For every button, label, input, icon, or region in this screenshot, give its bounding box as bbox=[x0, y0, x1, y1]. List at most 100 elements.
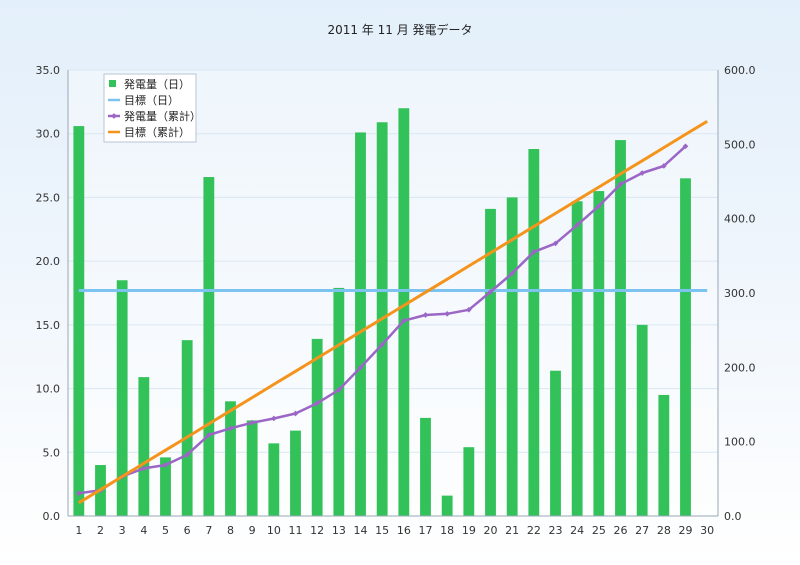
legend-swatch bbox=[109, 80, 116, 87]
line-point bbox=[466, 306, 472, 313]
y-left-tick-label: 35.0 bbox=[36, 64, 61, 77]
x-tick-label: 17 bbox=[419, 524, 433, 537]
bar-day-27 bbox=[636, 324, 648, 516]
line-point bbox=[531, 249, 537, 255]
x-tick-label: 14 bbox=[354, 524, 368, 537]
x-tick-label: 7 bbox=[205, 524, 212, 537]
legend: 発電量（日） 目標（日） 発電量（累計） 目標（累計） bbox=[103, 73, 201, 143]
bar-day-17 bbox=[420, 417, 431, 516]
bar-day-8 bbox=[225, 401, 236, 516]
bar-day-24 bbox=[571, 201, 583, 516]
bar-day-12 bbox=[311, 338, 323, 516]
x-tick-label: 9 bbox=[249, 524, 256, 537]
y-right-tick-label: 100.0 bbox=[724, 436, 756, 449]
y-left-tick-label: 25.0 bbox=[36, 191, 61, 204]
y-left-tick-label: 15.0 bbox=[36, 319, 61, 332]
y-right-tick-label: 200.0 bbox=[724, 361, 756, 374]
line-point bbox=[661, 163, 667, 169]
x-tick-label: 28 bbox=[657, 524, 671, 537]
bar-day-4 bbox=[138, 377, 150, 516]
line-point bbox=[682, 143, 689, 150]
line-point bbox=[76, 490, 82, 497]
line-point bbox=[639, 170, 645, 176]
bar-day-28 bbox=[658, 394, 670, 516]
x-tick-label: 26 bbox=[614, 524, 628, 537]
bar-day-18 bbox=[441, 495, 453, 516]
bar-day-20 bbox=[485, 208, 496, 516]
bar-day-3 bbox=[116, 280, 128, 516]
line-point bbox=[292, 410, 299, 417]
line-point bbox=[401, 317, 407, 324]
bar-day-1 bbox=[73, 126, 85, 516]
line-point bbox=[141, 465, 147, 472]
bar-day-21 bbox=[506, 197, 518, 516]
x-tick-label: 3 bbox=[119, 524, 126, 537]
line-point bbox=[227, 425, 234, 432]
x-tick-label: 13 bbox=[332, 524, 346, 537]
legend-label: 発電量（累計） bbox=[124, 109, 201, 123]
bar-series bbox=[73, 108, 691, 517]
x-tick-label: 18 bbox=[440, 524, 454, 537]
x-tick-label: 27 bbox=[635, 524, 649, 537]
y-right-tick-label: 500.0 bbox=[724, 138, 756, 151]
line-point bbox=[271, 415, 277, 422]
x-tick-label: 29 bbox=[679, 524, 693, 537]
y-right-tick-label: 0.0 bbox=[724, 510, 742, 523]
x-tick-label: 12 bbox=[310, 524, 324, 537]
bar-day-7 bbox=[203, 177, 215, 517]
bar-day-6 bbox=[181, 340, 193, 516]
line-point bbox=[444, 310, 450, 317]
bar-day-29 bbox=[680, 178, 691, 517]
bar-day-10 bbox=[268, 443, 280, 516]
x-tick-label: 11 bbox=[289, 524, 303, 537]
x-tick-label: 10 bbox=[267, 524, 281, 537]
x-tick-label: 20 bbox=[484, 524, 498, 537]
x-tick-label: 23 bbox=[549, 524, 563, 537]
legend-label: 目標（累計） bbox=[124, 125, 190, 139]
x-tick-label: 15 bbox=[375, 524, 389, 537]
bar-day-11 bbox=[290, 430, 301, 516]
bar-day-9 bbox=[246, 420, 258, 516]
line-point bbox=[162, 462, 169, 468]
bar-day-22 bbox=[528, 149, 540, 516]
y-left-tick-label: 20.0 bbox=[36, 255, 61, 268]
line-point bbox=[596, 203, 602, 209]
line-point bbox=[487, 289, 494, 295]
line-point bbox=[617, 181, 624, 188]
legend-label: 発電量（日） bbox=[124, 77, 190, 91]
axes: 0.0 5.0 10.0 15.0 20.0 25.0 30.0 35.0 0.0 100.0 20… bbox=[36, 64, 756, 537]
x-tick-label: 30 bbox=[700, 524, 714, 537]
line-point bbox=[249, 419, 255, 426]
y-left-tick-label: 10.0 bbox=[36, 383, 61, 396]
x-tick-label: 6 bbox=[184, 524, 191, 537]
y-right-tick-label: 300.0 bbox=[724, 287, 756, 300]
bar-day-23 bbox=[550, 370, 561, 516]
y-left-tick-label: 30.0 bbox=[36, 128, 61, 141]
line-point bbox=[379, 341, 385, 348]
legend-marker bbox=[111, 113, 117, 119]
legend-label: 目標（日） bbox=[124, 93, 179, 107]
plot-background bbox=[68, 70, 718, 516]
bar-day-13 bbox=[333, 287, 345, 516]
x-tick-label: 1 bbox=[75, 524, 82, 537]
legend-box bbox=[103, 73, 197, 143]
x-tick-label: 4 bbox=[140, 524, 147, 537]
line-point bbox=[184, 451, 190, 458]
line-point bbox=[357, 364, 364, 371]
bar-day-25 bbox=[593, 191, 605, 517]
line-point bbox=[574, 222, 580, 228]
x-tick-label: 21 bbox=[505, 524, 519, 537]
line-point bbox=[422, 312, 429, 318]
x-tick-label: 2 bbox=[97, 524, 104, 537]
bar-day-19 bbox=[463, 447, 475, 516]
line-series bbox=[76, 120, 708, 505]
bar-day-16 bbox=[398, 108, 410, 516]
y-left-tick-label: 5.0 bbox=[43, 446, 61, 459]
x-tick-label: 8 bbox=[227, 524, 234, 537]
x-tick-label: 22 bbox=[527, 524, 541, 537]
line-point bbox=[509, 270, 515, 277]
line-point bbox=[552, 240, 559, 247]
line-series-3 bbox=[78, 120, 708, 505]
